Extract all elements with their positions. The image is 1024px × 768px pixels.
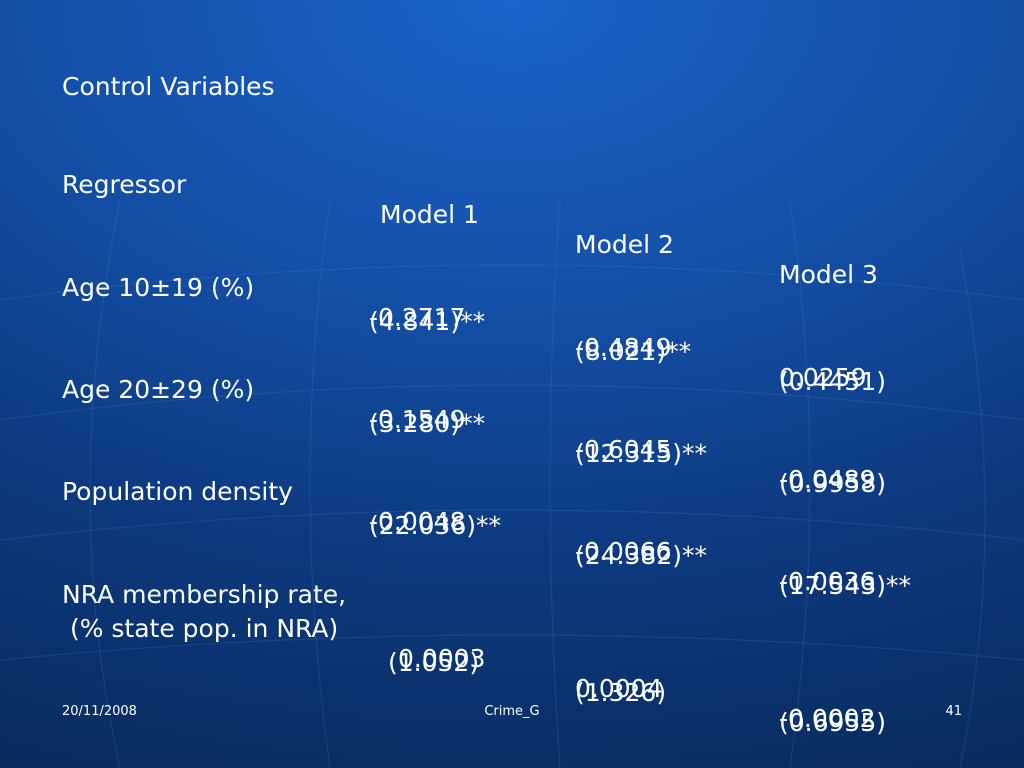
model-2-coef: -0.4849 xyxy=(575,333,672,362)
table-row-values: (% state pop. in NRA) 0.0003 0.0004 -0.0… xyxy=(0,584,1024,734)
model-2-stat: (12.315)** xyxy=(575,439,707,468)
model-3-stat: (0.9958) xyxy=(779,469,886,498)
table-row-stats: (4.841)** (8.021)** (0.4451) xyxy=(0,277,1024,397)
slide-heading: Control Variables xyxy=(62,72,275,101)
row-label: Population density xyxy=(62,477,293,506)
table-row: Population density -0.0048 -0.0066 -0.00… xyxy=(0,447,1024,597)
header-model-2: Model 2 xyxy=(575,230,674,259)
table-row: Age 10±19 (%) -0.2717 -0.4849 0.0259 xyxy=(0,243,1024,393)
table-row-stats: (1.052) (1.326) (0.6955) xyxy=(0,618,1024,738)
model-3-coef: 0.0259 xyxy=(779,363,867,392)
table-row: NRA membership rate, xyxy=(0,550,1024,610)
model-1-stat: (3.280)** xyxy=(369,409,486,438)
model-3-coef: -0.0489 xyxy=(779,465,876,494)
table-row: Age 20±29 (%) -0.1549 -0.6045 -0.0489 xyxy=(0,345,1024,495)
header-model-3: Model 3 xyxy=(779,260,878,289)
table-header-row: Regressor Model 1 Model 2 Model 3 xyxy=(0,140,1024,290)
model-1-coef: 0.0003 xyxy=(398,644,486,673)
model-2-coef: -0.6045 xyxy=(575,435,672,464)
model-3-stat: (17.543)** xyxy=(779,571,911,600)
model-2-coef: 0.0004 xyxy=(575,674,663,703)
footer-date: 20/11/2008 xyxy=(62,704,137,719)
model-1-stat: (4.841)** xyxy=(369,307,486,336)
header-regressor: Regressor xyxy=(62,170,187,199)
row-label: Age 10±19 (%) xyxy=(62,273,255,302)
model-3-stat: (0.6955) xyxy=(779,708,886,737)
row-label: NRA membership rate, xyxy=(62,580,347,609)
model-1-stat: (22.036)** xyxy=(369,511,501,540)
row-label-continued: (% state pop. in NRA) xyxy=(62,614,339,643)
model-3-stat: (0.4451) xyxy=(779,367,886,396)
model-1-stat: (1.052) xyxy=(388,648,480,677)
table-row-stats: (3.280)** (12.315)** (0.9958) xyxy=(0,379,1024,499)
model-2-coef: -0.0066 xyxy=(575,537,672,566)
model-2-stat: (8.021)** xyxy=(575,337,692,366)
model-3-coef: -0.0002 xyxy=(779,704,876,733)
footer-page-number: 41 xyxy=(945,704,962,719)
row-label: Age 20±29 (%) xyxy=(62,375,255,404)
model-1-coef: -0.2717 xyxy=(369,303,466,332)
model-1-coef: -0.0048 xyxy=(369,507,466,536)
model-3-coef: -0.0036 xyxy=(779,567,876,596)
model-1-coef: -0.1549 xyxy=(369,405,466,434)
model-2-stat: (24.382)** xyxy=(575,541,707,570)
table-row-stats: (22.036)** (24.382)** (17.543)** xyxy=(0,481,1024,601)
header-model-1: Model 1 xyxy=(380,200,479,229)
model-2-stat: (1.326) xyxy=(575,678,667,707)
footer-title: Crime_G xyxy=(484,704,540,719)
